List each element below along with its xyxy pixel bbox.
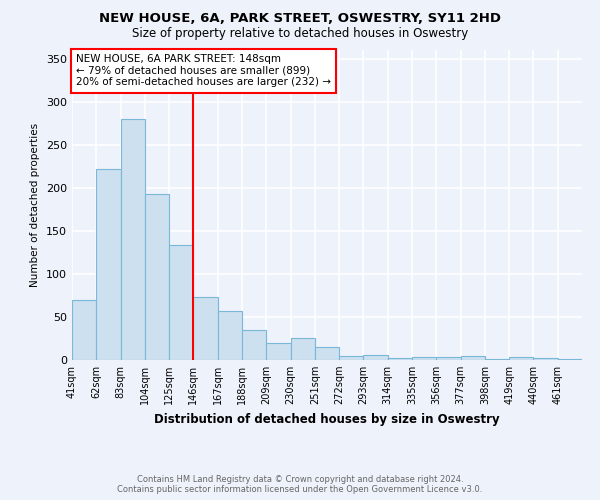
Text: NEW HOUSE, 6A PARK STREET: 148sqm
← 79% of detached houses are smaller (899)
20%: NEW HOUSE, 6A PARK STREET: 148sqm ← 79% … (76, 54, 331, 88)
Bar (412, 358, 436, 360)
Bar (169, 246, 193, 360)
Bar (364, 355, 388, 360)
Bar (121, 119, 145, 360)
Bar (145, 194, 169, 360)
X-axis label: Distribution of detached houses by size in Oswestry: Distribution of detached houses by size … (154, 412, 500, 426)
Bar (290, 338, 315, 360)
Text: Contains HM Land Registry data © Crown copyright and database right 2024.
Contai: Contains HM Land Registry data © Crown c… (118, 474, 482, 494)
Bar (388, 358, 412, 360)
Text: Size of property relative to detached houses in Oswestry: Size of property relative to detached ho… (132, 28, 468, 40)
Bar (533, 358, 558, 360)
Bar (218, 311, 242, 360)
Bar (436, 356, 461, 360)
Bar (266, 343, 290, 360)
Bar (339, 356, 364, 360)
Bar (315, 347, 339, 360)
Y-axis label: Number of detached properties: Number of detached properties (31, 123, 40, 287)
Bar (193, 297, 218, 360)
Bar (485, 359, 509, 360)
Bar (96, 169, 121, 360)
Text: NEW HOUSE, 6A, PARK STREET, OSWESTRY, SY11 2HD: NEW HOUSE, 6A, PARK STREET, OSWESTRY, SY… (99, 12, 501, 26)
Bar (242, 330, 266, 360)
Bar (509, 358, 533, 360)
Bar (461, 356, 485, 360)
Bar (72, 300, 96, 360)
Bar (558, 359, 582, 360)
